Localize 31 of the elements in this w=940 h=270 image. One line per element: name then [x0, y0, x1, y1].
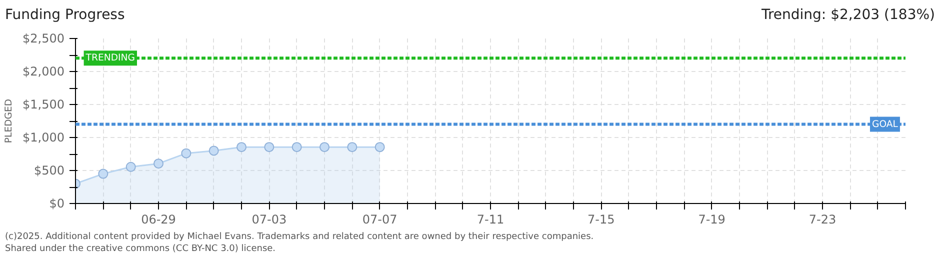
x-tick-label: 7-11: [476, 212, 504, 226]
chart-title: Funding Progress: [5, 6, 125, 25]
x-tick-label: 07-03: [252, 212, 287, 226]
ref-line-label: TRENDING: [84, 52, 136, 64]
point: [236, 142, 246, 152]
y-tick-label: $500: [34, 164, 65, 178]
x-tick-label: 07-07: [362, 212, 398, 226]
x-tick-label: 7-23: [808, 212, 836, 226]
point: [208, 146, 219, 156]
x-tick-label: 06-29: [141, 212, 176, 226]
x-tick-label: 7-19: [698, 212, 726, 226]
text: Shared under the creative commons (CC BY-NC 3.0) license.: [5, 244, 276, 254]
point: [264, 142, 274, 152]
text: (c)2025. Additional content provided by Michael Evans. Trademarks and related content are owned by their respective companies.: [5, 232, 594, 242]
chart-subtitle: Trending: $2,203 (183%): [761, 6, 935, 25]
y-tick-label: $1,000: [22, 130, 65, 144]
ref-line-label: GOAL: [872, 118, 899, 130]
y-tick-label: $2,000: [22, 64, 65, 78]
y-tick-label: $0: [49, 196, 65, 210]
point: [126, 162, 136, 172]
point: [98, 168, 108, 179]
y-axis-title: PLEDGED: [4, 98, 15, 144]
point: [154, 158, 164, 169]
point: [374, 142, 385, 152]
point: [181, 148, 192, 158]
y-tick-label: $2,500: [22, 32, 65, 46]
point: [320, 142, 330, 152]
point: [292, 142, 302, 152]
point: [347, 142, 358, 152]
x-tick-label: 7-15: [588, 212, 615, 226]
y-tick-label: $1,500: [22, 98, 65, 112]
